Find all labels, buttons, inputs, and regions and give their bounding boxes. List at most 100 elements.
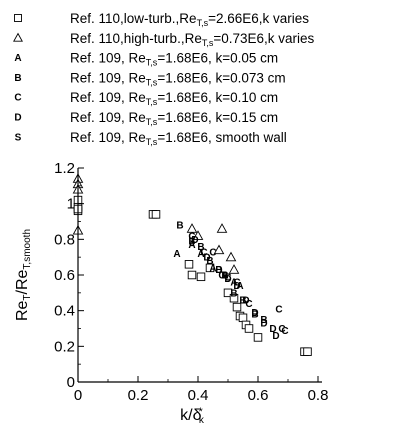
x-axis-label: k/δ* k: [180, 406, 205, 426]
data-point: D: [224, 274, 231, 285]
legend-label-text: =0.73E6,k varies: [213, 31, 314, 46]
legend-label-text: Ref. 110,low-turb.,Re: [70, 11, 197, 26]
legend-label-text: =1.68E6, smooth wall: [157, 130, 286, 145]
legend-label-text: =1.68E6, k=0.15 cm: [157, 110, 278, 125]
legend-marker: D: [14, 113, 21, 124]
series-group: CC CCC CC CCC: [188, 231, 288, 337]
legend-label-text: Ref. 110,high-turb.,Re: [70, 31, 202, 46]
y-tick-label: 1: [67, 196, 75, 213]
x-tick-label: 0: [74, 387, 82, 404]
legend-label: Ref. 109, ReT,s=1.68E6, k=0.073 cm: [70, 70, 286, 87]
legend-marker: S: [15, 132, 22, 143]
y-axis-label-subscript: T: [22, 294, 33, 300]
legend-entry: Ref. 110,low-turb.,ReT,s=2.66E6,k varies: [14, 11, 309, 28]
data-point: C: [218, 271, 225, 282]
legend-marker: [14, 14, 22, 22]
data-point: B: [188, 237, 195, 248]
y-axis-label-subscript: T,smooth: [22, 229, 33, 270]
legend-entry: D Ref. 109, ReT,s=1.68E6, k=0.15 cm: [14, 110, 278, 127]
data-point: C: [200, 247, 207, 258]
data-point: [187, 270, 197, 280]
x-axis-label-text: k/δ: [180, 407, 201, 424]
data-point: [184, 260, 194, 269]
data-point: C: [209, 247, 216, 258]
legend-entry: B Ref. 109, ReT,s=1.68E6, k=0.073 cm: [14, 70, 285, 87]
legend-label-subscript: T,s: [146, 136, 158, 146]
data-point: C: [281, 326, 288, 337]
legend-label: Ref. 110,high-turb.,ReT,s=0.73E6,k varie…: [70, 31, 315, 48]
data-point: [253, 333, 263, 342]
y-tick-label: 0.8: [54, 231, 75, 248]
data-point: A: [209, 263, 216, 274]
legend-label: Ref. 110,low-turb.,ReT,s=2.66E6,k varies: [70, 11, 309, 28]
legend-label-text: =1.68E6, k=0.05 cm: [157, 51, 278, 66]
data-point: D: [260, 319, 267, 330]
data-point: C: [233, 278, 240, 289]
legend-label-text: Ref. 109, Re: [70, 110, 146, 125]
legend: Ref. 110,low-turb.,ReT,s=2.66E6,k varies…: [13, 11, 315, 147]
data-point: D: [203, 253, 210, 264]
legend-entry: Ref. 110,high-turb.,ReT,s=0.73E6,k varie…: [13, 31, 315, 48]
data-point: [238, 313, 248, 323]
legend-label: Ref. 109, ReT,s=1.68E6, smooth wall: [70, 130, 287, 147]
y-tick-label: 0.2: [54, 338, 75, 355]
data-point: D: [272, 331, 279, 342]
data-point: D: [233, 281, 240, 292]
data-point: C: [188, 231, 195, 242]
legend-label-subscript: T,s: [146, 77, 158, 87]
data-point: C: [245, 299, 252, 310]
data-point: [229, 293, 239, 303]
data-point: A: [188, 240, 195, 251]
data-point: B: [206, 256, 213, 267]
data-point: B: [230, 288, 237, 299]
legend-entry: C Ref. 109, ReT,s=1.68E6, k=0.10 cm: [14, 90, 278, 107]
legend-label: Ref. 109, ReT,s=1.68E6, k=0.15 cm: [70, 110, 278, 127]
data-point: A: [173, 249, 180, 260]
data-point: D: [242, 295, 249, 306]
data-point: C: [278, 324, 285, 335]
data-point: [216, 223, 228, 233]
legend-label-subscript: T,s: [146, 117, 158, 127]
data-point: B: [221, 271, 228, 282]
legend-label-subscript: T,s: [202, 37, 214, 47]
data-point: [186, 223, 198, 233]
y-tick-label: 0.4: [54, 303, 75, 320]
data-point: [192, 230, 204, 240]
data-point: [232, 302, 242, 312]
legend-label-subscript: T,s: [146, 57, 158, 67]
data-point: [151, 210, 161, 219]
data-point: [213, 244, 225, 255]
legend-entry: A Ref. 109, ReT,s=1.68E6, k=0.05 cm: [14, 51, 278, 68]
data-point: D: [251, 308, 258, 319]
legend-label-subscript: T,s: [197, 18, 209, 28]
legend-label: Ref. 109, ReT,s=1.68E6, k=0.10 cm: [70, 90, 278, 107]
data-point: [205, 263, 215, 273]
data-point: C: [275, 304, 282, 315]
y-tick-label: 1.2: [54, 160, 75, 177]
data-point: B: [215, 265, 222, 276]
legend-marker: B: [14, 73, 21, 84]
y-axis-label-text: /Re: [14, 269, 31, 294]
data-point: B: [260, 315, 267, 326]
x-tick-label: 0.6: [248, 387, 269, 404]
data-point: [244, 324, 254, 333]
data-point: B: [176, 221, 183, 232]
data-point: [228, 264, 240, 274]
legend-label-text: =1.68E6, k=0.073 cm: [157, 70, 285, 85]
x-axis-label-superscript: *: [199, 406, 204, 418]
data-point: B: [197, 242, 204, 253]
x-tick-label: 0.4: [188, 387, 209, 404]
y-axis-label-text: Re: [14, 300, 31, 321]
legend-label-text: =2.66E6,k varies: [208, 11, 309, 26]
data-point: [223, 288, 233, 298]
legend-label-text: Ref. 109, Re: [70, 130, 146, 145]
data-point: [303, 347, 312, 356]
axes: 0 0.2 0.4 0.6 0.8 0 0.2 0.4 0.6 0.8 1 1.2 k/δ* k ReT/R…: [14, 160, 328, 426]
series-group: [72, 173, 240, 274]
data-point: A: [221, 271, 228, 282]
legend-label-text: =1.68E6, k=0.10 cm: [157, 90, 278, 105]
x-tick-label: 0.8: [308, 387, 329, 404]
